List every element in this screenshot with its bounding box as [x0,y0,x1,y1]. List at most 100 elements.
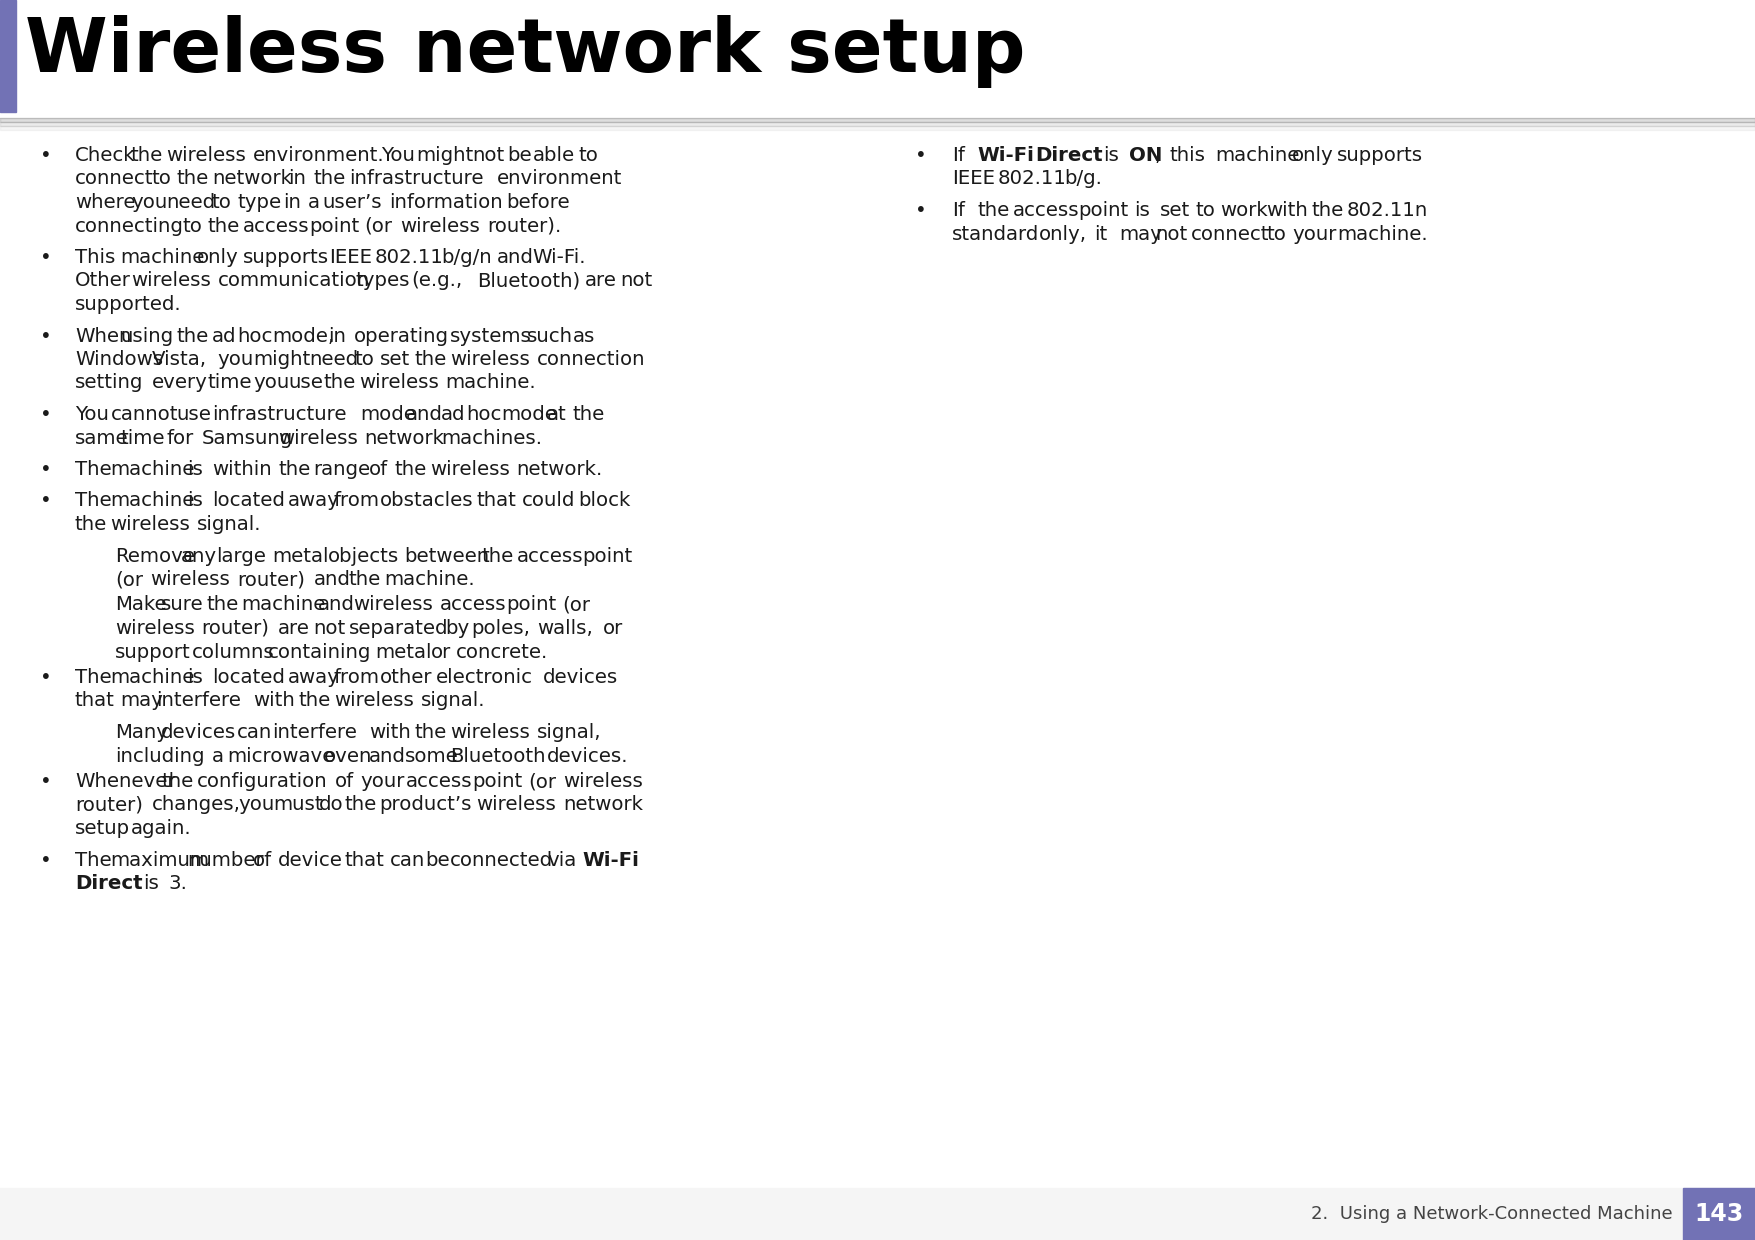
Text: and: and [405,405,442,424]
Text: Bluetooth: Bluetooth [451,746,546,765]
Text: not: not [314,619,346,639]
Text: electronic: electronic [435,668,532,687]
Text: signal,: signal, [537,723,602,742]
Text: communication: communication [218,272,370,290]
Text: of: of [335,773,355,791]
Text: infrastructure: infrastructure [212,405,346,424]
Text: time: time [121,429,165,448]
Text: •: • [40,851,51,869]
Text: network: network [365,429,444,448]
Bar [0,1188,1755,1240]
Text: configuration: configuration [197,773,328,791]
Text: Samsung: Samsung [202,429,293,448]
Text: You: You [75,405,109,424]
Text: wireless: wireless [353,595,433,615]
Text: away: away [288,668,340,687]
Text: away: away [288,491,340,511]
Text: could: could [523,491,576,511]
Text: access: access [1013,201,1079,219]
Text: a: a [212,746,225,765]
Text: between: between [405,547,490,565]
Text: router): router) [237,570,305,589]
Text: You: You [381,146,414,165]
Text: ad: ad [212,326,237,346]
Text: hoc: hoc [467,405,502,424]
Text: 802.11: 802.11 [376,248,444,267]
Text: wireless: wireless [151,570,230,589]
Text: use: use [177,405,211,424]
Text: located: located [212,491,284,511]
Text: not: not [620,272,653,290]
Text: number: number [186,851,263,869]
Text: the: the [1311,201,1344,219]
Text: only: only [197,248,239,267]
Text: When: When [75,326,132,346]
Text: ON: ON [1128,146,1162,165]
Text: •: • [40,248,51,267]
Text: as: as [572,326,595,346]
Text: This: This [75,248,116,267]
Text: sure: sure [161,595,204,615]
Text: is: is [144,874,160,893]
Text: 3.: 3. [168,874,188,893]
Text: router): router) [75,796,142,815]
Bar [1683,1188,1755,1240]
Text: IEEE: IEEE [951,170,995,188]
Text: or: or [604,619,623,639]
Text: wireless: wireless [167,146,246,165]
Text: can: can [390,851,425,869]
Text: supported.: supported. [75,295,181,314]
Text: columns: columns [191,642,274,661]
Text: Whenever: Whenever [75,773,176,791]
Text: some: some [405,746,458,765]
Text: with: with [369,723,411,742]
Text: signal.: signal. [421,692,484,711]
Text: maximum: maximum [111,851,209,869]
Bar [0,118,1755,122]
Text: time: time [207,373,251,393]
Text: the: the [572,405,605,424]
Text: the: the [344,796,377,815]
Text: •: • [40,146,51,165]
Text: connection: connection [537,350,646,370]
Text: Vista,: Vista, [151,350,207,370]
Text: machine.: machine. [384,570,476,589]
Text: connecting: connecting [75,217,184,236]
Text: that: that [477,491,516,511]
Text: the: the [277,460,311,479]
Text: If: If [951,146,965,165]
Text: wireless: wireless [132,272,211,290]
Text: microwave: microwave [226,746,333,765]
Text: Other: Other [75,272,132,290]
Text: and: and [497,248,534,267]
Text: The: The [75,851,112,869]
Text: the: the [414,723,448,742]
Text: systems: systems [451,326,532,346]
Text: to: to [212,193,232,212]
Text: is: is [186,668,202,687]
Text: same: same [75,429,128,448]
Text: environment: environment [497,170,623,188]
Text: your: your [360,773,404,791]
Text: wireless: wireless [477,796,556,815]
Text: environment.: environment. [253,146,384,165]
Text: wireless: wireless [430,460,509,479]
Text: access: access [242,217,309,236]
Text: that: that [344,851,384,869]
Text: support: support [116,642,191,661]
Text: wireless: wireless [563,773,642,791]
Text: any: any [181,547,218,565]
Text: and: and [369,746,405,765]
Text: set: set [379,350,411,370]
Text: machine: machine [111,668,195,687]
Text: obstacles: obstacles [379,491,474,511]
Text: can: can [237,723,272,742]
Text: access: access [405,773,472,791]
Text: user’s: user’s [323,193,383,212]
Text: 143: 143 [1694,1202,1744,1226]
Text: including: including [116,746,205,765]
Text: a: a [307,193,319,212]
Text: set: set [1160,201,1190,219]
Text: only: only [1292,146,1334,165]
Text: the: the [177,326,209,346]
